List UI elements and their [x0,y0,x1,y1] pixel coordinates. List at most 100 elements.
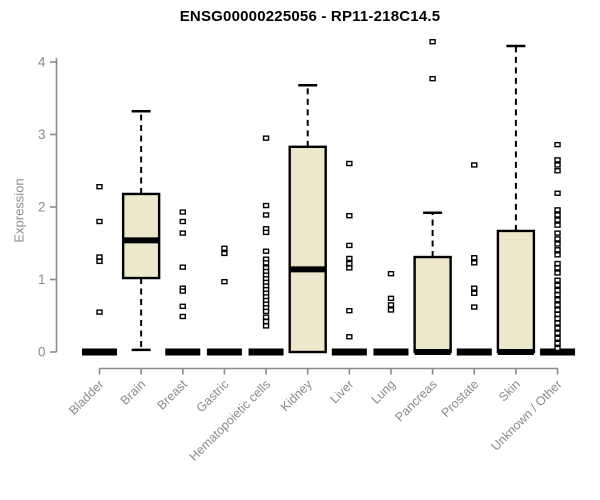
median-line [289,266,326,273]
x-tick-label: Breast [154,377,190,413]
outlier-point [471,255,478,261]
outlier-point [179,313,186,320]
collapsed-box-Unknown / Other [540,348,576,356]
x-tick-label: Gastric [194,377,232,415]
y-tick-label: 1 [38,272,46,287]
outlier-point [262,308,270,315]
collapsed-box-Breast [165,348,201,356]
outlier-point [554,217,561,223]
outlier-point [96,218,103,225]
median-line [414,349,451,355]
outlier-point [96,258,103,265]
outlier-point [429,39,436,45]
collapsed-box-Hematopoietic cells [248,348,284,356]
outlier-point [96,183,103,190]
outlier-point [179,230,186,236]
outlier-point [554,325,561,331]
outlier-point [429,75,436,82]
outlier-point [554,168,561,174]
outlier-point [346,160,353,167]
outlier-point [221,278,228,285]
outlier-point [387,302,395,308]
box-Pancreas [413,255,452,354]
y-tick-label: 4 [38,55,46,70]
outlier-point [262,135,270,141]
outlier-point [554,302,561,308]
outlier-point [554,260,561,267]
outlier-point [554,292,561,298]
x-tick-label: Liver [327,377,356,406]
outlier-point [554,252,561,258]
x-tick-label: Lung [369,377,399,407]
y-tick-label: 2 [38,200,46,215]
collapsed-box-Lung [373,348,409,356]
outlier-point [554,190,561,196]
outlier-point [554,236,561,242]
outlier-point [262,314,270,320]
outlier-point [554,277,561,283]
collapsed-box-Prostate [456,348,492,356]
y-tick-label: 3 [38,127,46,142]
outlier-point [179,264,186,270]
outlier-point [554,335,561,341]
outlier-point [471,260,478,266]
outlier-point [554,265,561,271]
outlier-point [554,162,561,168]
chart-title: ENSG00000225056 - RP11-218C14.5 [179,8,441,25]
outlier-point [96,254,103,260]
x-tick-label: Unknown / Other [488,377,564,453]
outlier-point [554,330,561,336]
outlier-point [346,255,353,262]
x-tick-label: Kidney [278,377,315,414]
outlier-point [346,307,353,314]
outlier-point [262,248,270,254]
outlier-point [262,318,270,325]
outlier-point [554,212,561,218]
outlier-point [554,311,561,317]
median-line [497,349,534,355]
outlier-point [221,250,228,257]
outlier-point [554,320,561,326]
box-Kidney [288,145,327,354]
outlier-point [554,241,561,247]
outlier-point [179,303,186,310]
outlier-point [554,315,561,322]
x-tick-label: Skin [496,377,523,404]
outlier-point [554,340,561,346]
outlier-point [554,270,561,276]
outlier-point [179,288,186,294]
outlier-point [554,207,561,213]
outlier-point [346,334,353,340]
x-tick-label: Bladder [66,377,106,417]
outlier-point [346,260,353,267]
x-tick-label: Prostate [439,377,482,420]
outlier-point [262,202,270,209]
box-Skin [496,229,536,354]
outlier-point [179,209,186,215]
outlier-point [554,282,561,288]
outlier-point [554,247,561,253]
outlier-point [554,230,561,236]
outlier-point [554,157,561,163]
x-tick-label: Brain [118,377,149,408]
outlier-point [262,212,270,218]
median-line [123,237,160,244]
collapsed-box-Liver [331,348,367,356]
outlier-point [554,307,561,313]
outlier-point [387,295,395,302]
outlier-point [554,345,561,352]
box-Brain [121,192,161,280]
outlier-point [471,285,478,291]
outlier-point [221,245,228,252]
outlier-point [554,297,561,303]
outlier-point [346,242,353,249]
collapsed-box-Bladder [82,348,117,356]
outlier-point [346,265,353,271]
outlier-point [471,304,478,310]
outlier-point [262,260,270,266]
outlier-point [387,271,395,277]
outlier-point [262,229,270,236]
outlier-point [554,222,561,228]
